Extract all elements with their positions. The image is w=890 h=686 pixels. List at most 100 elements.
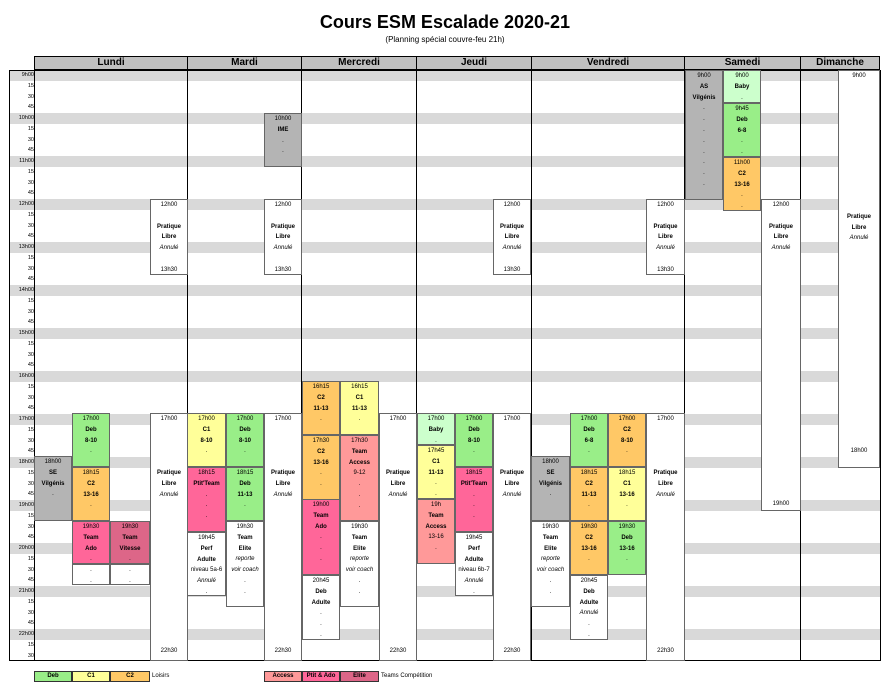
course-block: 17h00 Deb 6-8.	[570, 413, 608, 467]
hour-band	[10, 371, 880, 382]
course-block: 17h00 Deb 8-10.	[226, 413, 264, 467]
course-block: ..	[72, 564, 110, 585]
time-label: 13h00	[18, 244, 34, 250]
time-label: 10h00	[18, 115, 34, 121]
time-label: 45	[27, 620, 34, 627]
course-block: 18h15 Ptit'Team...	[187, 467, 226, 532]
time-label: 45	[27, 276, 34, 283]
page-title: Cours ESM Escalade 2020-21	[319, 12, 571, 32]
time-label: 9h00	[21, 72, 34, 78]
course-block: 20h45 Deb Adulte...	[302, 575, 340, 640]
course-block: 12h00 Pratique Libre Annulé 19h00	[761, 199, 801, 511]
course-block: 9h00 AS Vilgénis........	[685, 70, 723, 200]
hour-band	[10, 156, 880, 167]
course-block: 19h30 Team Elite reporte voir coach..	[226, 521, 264, 607]
course-block: 18h15 Ptit'Team...	[455, 467, 493, 532]
course-block: ..	[110, 564, 150, 585]
time-label: 11h00	[19, 158, 34, 164]
course-block: 19h00 Team Ado...	[302, 499, 340, 575]
hour-band	[10, 199, 880, 210]
time-label: 21h00	[18, 588, 34, 594]
course-block: 12h00 Pratique Libre Annulé 13h30	[646, 199, 685, 275]
time-label: 30	[27, 652, 34, 659]
time-label: 45	[27, 362, 34, 369]
day-header-jeudi: Jeudi	[416, 56, 532, 70]
course-block: 17h45 C1 11-13..	[417, 445, 455, 499]
hour-band	[10, 242, 880, 253]
course-block: 19h30 Team Vitesse.	[110, 521, 150, 564]
hour-band	[10, 113, 880, 124]
time-label: 30	[27, 566, 34, 573]
time-label: 30	[27, 308, 34, 315]
time-label: 30	[27, 609, 34, 616]
hour-band	[10, 629, 880, 640]
time-label: 15	[27, 426, 34, 433]
course-block: 9h00 Pratique Libre Annulé 18h00	[838, 70, 880, 468]
time-label: 14h00	[18, 287, 34, 293]
course-block: 16h15 C2 11-13.	[302, 381, 340, 435]
course-block: 18h15 C1 13-16.	[608, 467, 646, 521]
course-block: 17h00 C1 8-10.	[187, 413, 226, 467]
time-label: 15	[27, 297, 34, 304]
course-block: 9h45 Deb 6-8..	[723, 103, 761, 157]
course-block: 17h00 Deb 8-10.	[455, 413, 493, 467]
time-label: 45	[27, 534, 34, 541]
course-block: 18h15 C2 11-13.	[570, 467, 608, 521]
day-divider	[34, 70, 35, 661]
time-label: 20h00	[18, 545, 34, 551]
course-block: 18h00 SE Vilgénis.	[531, 456, 570, 521]
time-label: 12h00	[18, 201, 34, 207]
hour-band	[10, 70, 880, 81]
legend-access: Access	[264, 671, 302, 682]
time-label: 15	[27, 168, 34, 175]
course-block: 17h00 Deb 8-10.	[72, 413, 110, 467]
course-block: 19h45 Perf Adulte niveau 6b-7 Annulé.	[455, 532, 493, 596]
time-label: 15	[27, 469, 34, 476]
time-label: 17h00	[18, 416, 34, 422]
time-label: 30	[27, 179, 34, 186]
hour-band	[10, 285, 880, 296]
time-label: 15h00	[18, 330, 34, 336]
time-label: 15	[27, 555, 34, 562]
time-label: 45	[27, 448, 34, 455]
day-header-mardi: Mardi	[187, 56, 302, 70]
course-block: 17h00 Pratique Libre Annulé 22h30	[150, 413, 188, 661]
course-block: 19h30 Team Elite reporte voir coach..	[340, 521, 379, 607]
course-block: 19h45 Perf Adulte niveau 5a-6 Annulé.	[187, 532, 226, 596]
time-label: 45	[27, 104, 34, 111]
day-divider	[531, 70, 532, 661]
course-block: 17h00 C2 8-10.	[608, 413, 646, 467]
time-label: 30	[27, 351, 34, 358]
legend-c1: C1	[72, 671, 110, 682]
time-label: 30	[27, 93, 34, 100]
schedule-grid	[9, 70, 881, 661]
day-header-mercredi: Mercredi	[301, 56, 417, 70]
time-label: 30	[27, 394, 34, 401]
course-block: 17h00 Pratique Libre Annulé 22h30	[493, 413, 531, 661]
day-divider	[684, 70, 685, 661]
time-label: 15	[27, 254, 34, 261]
time-label: 30	[27, 480, 34, 487]
course-block: 12h00 Pratique Libre Annulé 13h30	[150, 199, 188, 275]
day-divider	[416, 70, 417, 661]
course-block: 11h00 C2 13-16..	[723, 157, 761, 211]
time-label: 18h00	[18, 459, 34, 465]
legend-c2: C2	[110, 671, 150, 682]
time-label: 30	[27, 523, 34, 530]
course-block: 16h15 C1 11-13.	[340, 381, 379, 435]
time-label: 30	[27, 136, 34, 143]
day-header-lundi: Lundi	[34, 56, 188, 70]
course-block: 17h30 C2 13-16..	[302, 435, 340, 500]
day-header-samedi: Samedi	[684, 56, 801, 70]
legend-deb: Deb	[34, 671, 72, 682]
course-block: 17h00 Baby.	[417, 413, 455, 445]
time-label: 15	[27, 82, 34, 89]
course-block: 12h00 Pratique Libre Annulé 13h30	[264, 199, 302, 275]
legend-ptit-ado: Ptit & Ado	[302, 671, 340, 682]
time-label: 19h00	[18, 502, 34, 508]
legend-loisirs-label: Loisirs	[152, 673, 170, 679]
time-label: 45	[27, 491, 34, 498]
time-label: 22h00	[18, 631, 34, 637]
time-label: 15	[27, 340, 34, 347]
course-block: 18h15 C2 13-16.	[72, 467, 110, 521]
